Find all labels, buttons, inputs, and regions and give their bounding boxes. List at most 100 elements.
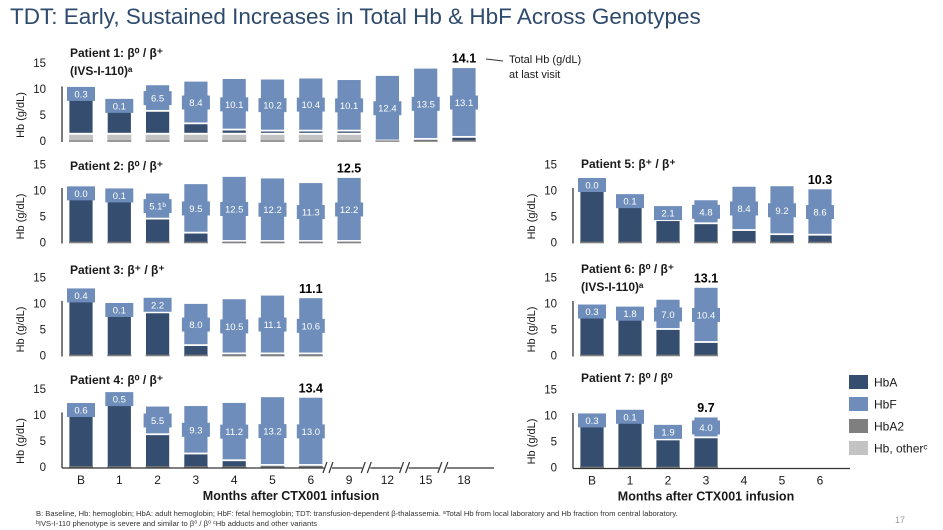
bar-segment-hba2 <box>694 241 718 244</box>
x-tick-label: 15 <box>419 473 433 487</box>
hbf-label-box <box>105 188 134 203</box>
bar-segment-hba <box>693 342 719 356</box>
hbf-label-box <box>258 424 287 439</box>
y-tick-label: 5 <box>40 325 46 337</box>
bar-segment-hba <box>106 402 132 468</box>
hbf-value-label: 10.6 <box>302 321 321 332</box>
panel-title: Patient 1: β⁰ / β⁺ <box>70 46 163 60</box>
bar-segment-hba <box>221 460 247 468</box>
bar-segment-hba2 <box>375 140 400 142</box>
bar-segment-hba2 <box>69 140 93 142</box>
x-axis-title: Months after CTX001 infusion <box>203 489 379 503</box>
hbf-value-label: 13.2 <box>263 427 282 438</box>
hbf-value-label: 0.4 <box>74 291 87 302</box>
bar-segment-hba2 <box>694 466 718 469</box>
y-tick-label: 10 <box>33 410 46 422</box>
bar-segment-hba <box>145 218 171 243</box>
bar-segment-hba2 <box>145 140 170 142</box>
hbf-label-box <box>578 304 606 319</box>
axis-break-mark <box>328 461 334 474</box>
last-visit-total-label: 13.1 <box>694 271 718 285</box>
axis-break-gap <box>400 462 409 474</box>
bar-segment-hba2 <box>145 241 170 244</box>
hbf-label-box <box>143 297 172 312</box>
legend-swatch <box>849 441 868 455</box>
bar-segment-hba2 <box>183 140 208 142</box>
y-axis-label: Hb (g/dL) <box>15 418 27 464</box>
bar-segment-hba2 <box>337 140 362 142</box>
hbf-label-box <box>450 95 478 110</box>
axis-break-mark <box>404 461 411 474</box>
x-axis-title: Months after CTX001 infusion <box>618 490 794 504</box>
x-tick-label: 3 <box>703 474 710 488</box>
hbf-label-box <box>692 307 720 322</box>
legend-label: HbA2 <box>874 420 904 434</box>
y-tick-label: 10 <box>544 411 557 423</box>
bar-segment-hba <box>183 232 209 243</box>
hbf-value-label: 8.4 <box>189 98 202 109</box>
y-tick-label: 15 <box>33 384 46 396</box>
hbf-value-label: 9.3 <box>189 425 202 436</box>
panel-title: Patient 7: β⁰ / β⁰ <box>581 371 673 385</box>
bar-segment-hba <box>731 230 757 243</box>
y-axis-label: Hb (g/dL) <box>526 419 538 465</box>
hbf-value-label: 7.0 <box>661 310 674 321</box>
x-tick-label: 9 <box>346 473 353 487</box>
y-tick-label: 10 <box>33 299 46 311</box>
slide-title: TDT: Early, Sustained Increases in Total… <box>10 4 701 29</box>
x-tick-label: 12 <box>381 473 395 487</box>
bar-segment-hba2 <box>298 140 323 142</box>
panel-title: Patient 6: β⁰ / β⁺ <box>581 262 674 276</box>
last-visit-total-label: 14.1 <box>452 52 476 66</box>
hbf-label-box <box>181 422 210 437</box>
bar-segment-hba2 <box>337 241 362 244</box>
hbf-value-label: 8.0 <box>189 320 202 331</box>
y-axis-label: Hb (g/dL) <box>15 194 27 240</box>
hbf-label-box <box>67 288 95 303</box>
x-tick-label: B <box>588 474 596 488</box>
bar-segment-hba2 <box>694 354 718 357</box>
bar-segment-hba2 <box>618 466 642 469</box>
bar-segment-hba2 <box>413 140 438 142</box>
axis-break-mark <box>360 461 366 474</box>
bar-segment-hba <box>221 129 247 134</box>
hbf-value-label: 11.1 <box>264 320 282 331</box>
hbf-label-box <box>220 319 249 334</box>
hbf-value-label: 1.8 <box>623 309 636 320</box>
bar-segment-hba2 <box>732 241 756 244</box>
hbf-label-box <box>806 205 834 220</box>
bar-segment-hba <box>68 412 94 468</box>
hbf-value-label: 13.5 <box>416 99 435 110</box>
hbf-value-label: 0.3 <box>585 307 598 318</box>
hbf-value-label: 4.0 <box>699 423 712 434</box>
y-tick-label: 0 <box>40 238 46 250</box>
y-tick-label: 10 <box>33 186 46 198</box>
hbf-value-label: 9.2 <box>775 206 788 217</box>
bar-segment-hba2 <box>145 354 170 357</box>
hbf-value-label: 13.0 <box>302 427 321 438</box>
hbf-value-label: 10.1 <box>340 101 359 112</box>
bar-segment-hba2 <box>618 241 642 244</box>
hbf-label-box <box>616 306 644 321</box>
hbf-label-box <box>578 413 606 428</box>
hbf-label-box <box>220 201 249 216</box>
y-tick-label: 15 <box>544 273 557 285</box>
y-tick-label: 5 <box>40 436 46 448</box>
hbf-label-box <box>143 91 172 106</box>
bar-segment-hba <box>579 314 605 356</box>
bar-segment-hba <box>298 130 324 134</box>
hbf-value-label: 10.2 <box>263 101 282 112</box>
bar-segment-hb-other <box>183 134 208 140</box>
hbf-label-box <box>654 307 682 322</box>
y-tick-label: 5 <box>40 110 46 122</box>
y-tick-label: 15 <box>33 160 46 172</box>
bar-segment-hba2 <box>222 140 247 142</box>
legend-label: HbA <box>874 376 897 390</box>
hbf-value-label: 8.6 <box>813 208 826 219</box>
hbf-value-label: 10.1 <box>225 100 244 111</box>
bar-segment-hba2 <box>69 354 93 357</box>
axis-break-gap <box>438 462 447 474</box>
hbf-value-label: 0.6 <box>74 406 87 417</box>
bar-segment-hba2 <box>298 354 323 357</box>
